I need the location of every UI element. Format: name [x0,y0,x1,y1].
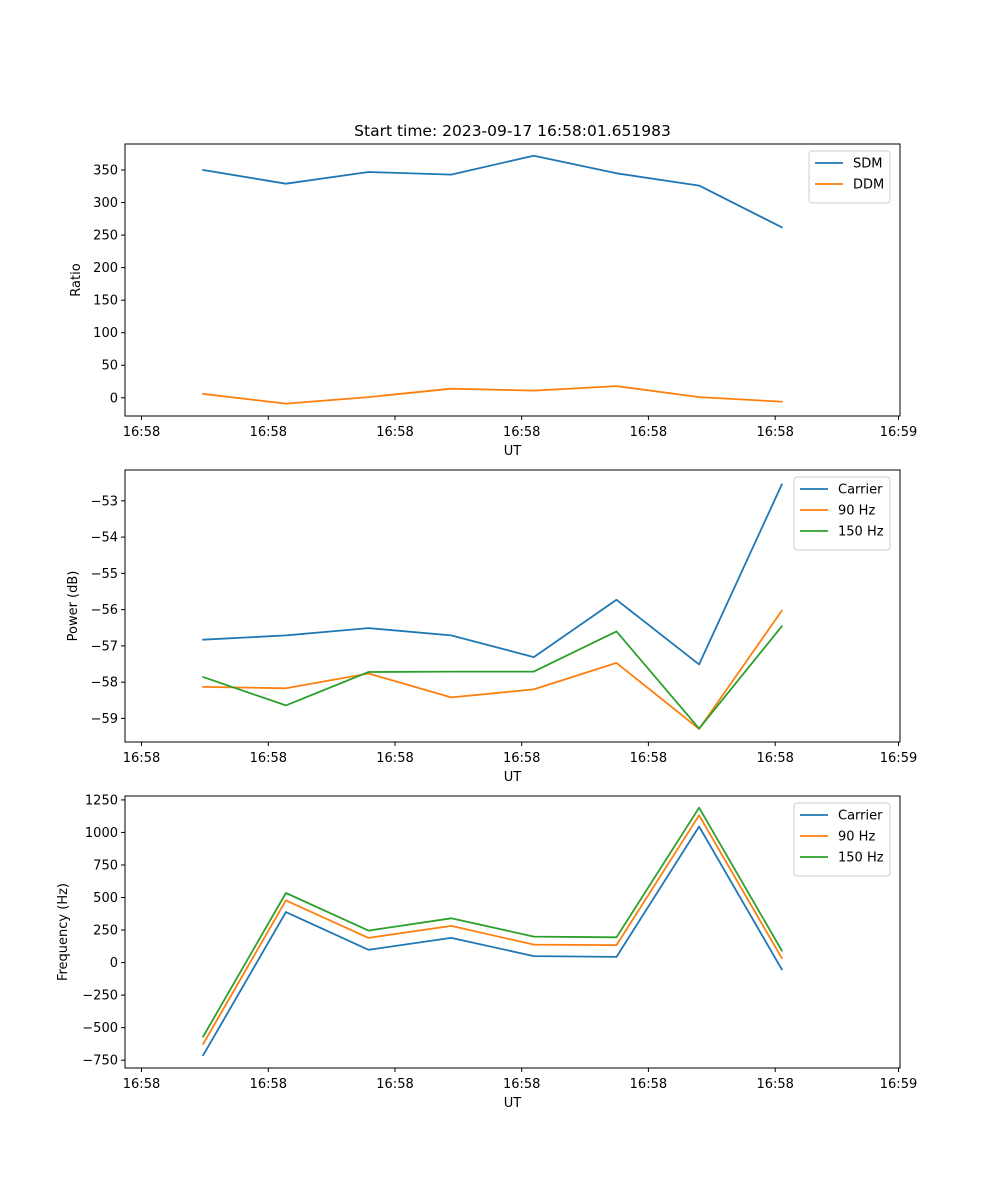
y-axis-label: Power (dB) [66,571,81,642]
x-tick-label: 16:58 [376,751,413,766]
series-line-150-hz [202,625,784,730]
legend-box [808,150,891,204]
x-tick-label: 16:58 [503,425,540,440]
x-tick-label: 16:58 [250,751,287,766]
legend-entry: 90 Hz [838,504,875,519]
chart-panel-3: −750 −500 −250 0 250 500 750 1000 1250 16:58 16:58… [56,793,917,1111]
y-tick-label: 0 [110,391,118,406]
y-tick-label: 500 [93,891,118,906]
y-tick-label: −58 [91,676,118,691]
x-tick-label: 16:58 [756,1077,793,1092]
y-tick-label: 250 [93,924,118,939]
y-tick-label: −57 [91,639,118,654]
x-tick-label: 16:58 [756,425,793,440]
x-tick-label: 16:58 [376,1077,413,1092]
plot-frame [124,795,901,1069]
series-line-ddm [202,385,783,405]
legend-entry: DDM [853,178,884,193]
y-tick-label: 200 [93,261,118,276]
x-tick-label: 16:58 [250,1077,287,1092]
y-tick-label: −750 [82,1054,118,1069]
legend-entry: Carrier [838,809,883,824]
legend-entry: Carrier [838,483,883,498]
x-tick-label: 16:58 [123,425,160,440]
y-tick-label: 350 [93,164,118,179]
y-tick-label: −59 [91,712,118,727]
legend-entry: SDM [853,157,882,172]
y-tick-label: 150 [93,294,118,309]
x-tick-label: 16:58 [503,1077,540,1092]
x-tick-label: 16:58 [123,751,160,766]
y-tick-label: −250 [82,989,118,1004]
y-tick-label: 1000 [85,826,118,841]
series-line-carrier [202,483,783,666]
y-tick-label: 250 [93,229,118,244]
x-tick-label: 16:58 [123,1077,160,1092]
y-tick-label: 50 [101,359,118,374]
chart-title: Start time: 2023-09-17 16:58:01.651983 [354,122,671,140]
chart-panel-2: −59 −58 −57 −56 −55 −54 −53 16:58 16:58 16:58 16:5… [66,469,917,785]
legend: Carrier 90 Hz 150 Hz [793,476,891,551]
x-tick-label: 16:59 [880,1077,917,1092]
series-line-carrier [201,825,784,1057]
y-axis-label: Frequency (Hz) [56,883,71,981]
legend: Carrier 90 Hz 150 Hz [793,802,891,877]
y-tick-label: −56 [91,603,118,618]
y-tick-label: 0 [110,956,118,971]
y-tick-label: −53 [91,494,118,509]
x-tick-label: 16:58 [756,751,793,766]
x-axis-label: UT [504,1096,522,1111]
legend-entry: 150 Hz [838,851,884,866]
y-tick-label: −500 [82,1021,118,1036]
legend-entry: 150 Hz [838,525,884,540]
x-tick-label: 16:59 [880,425,917,440]
x-tick-label: 16:58 [630,751,667,766]
y-tick-label: 750 [93,858,118,873]
chart-panel-1: Start time: 2023-09-17 16:58:01.651983 0 5… [69,122,917,459]
y-tick-label: 100 [93,326,118,341]
x-tick-label: 16:58 [250,425,287,440]
y-axis-label: Ratio [69,263,84,296]
legend: SDM DDM [808,150,891,204]
series-line-90-hz [202,609,784,730]
x-tick-label: 16:58 [630,425,667,440]
x-tick-label: 16:58 [503,751,540,766]
y-tick-label: 1250 [85,793,118,808]
x-axis-label: UT [504,770,522,785]
x-tick-label: 16:58 [376,425,413,440]
series-line-90-hz [201,814,784,1046]
y-tick-label: −54 [91,531,118,546]
series-line-150-hz [201,806,784,1038]
x-tick-label: 16:58 [630,1077,667,1092]
y-tick-label: 300 [93,196,118,211]
x-axis-label: UT [504,444,522,459]
series-line-sdm [202,154,784,229]
y-tick-label: −55 [91,567,118,582]
plot-frame [124,143,901,417]
x-tick-label: 16:59 [880,751,917,766]
plot-frame [124,469,901,743]
legend-entry: 90 Hz [838,830,875,845]
